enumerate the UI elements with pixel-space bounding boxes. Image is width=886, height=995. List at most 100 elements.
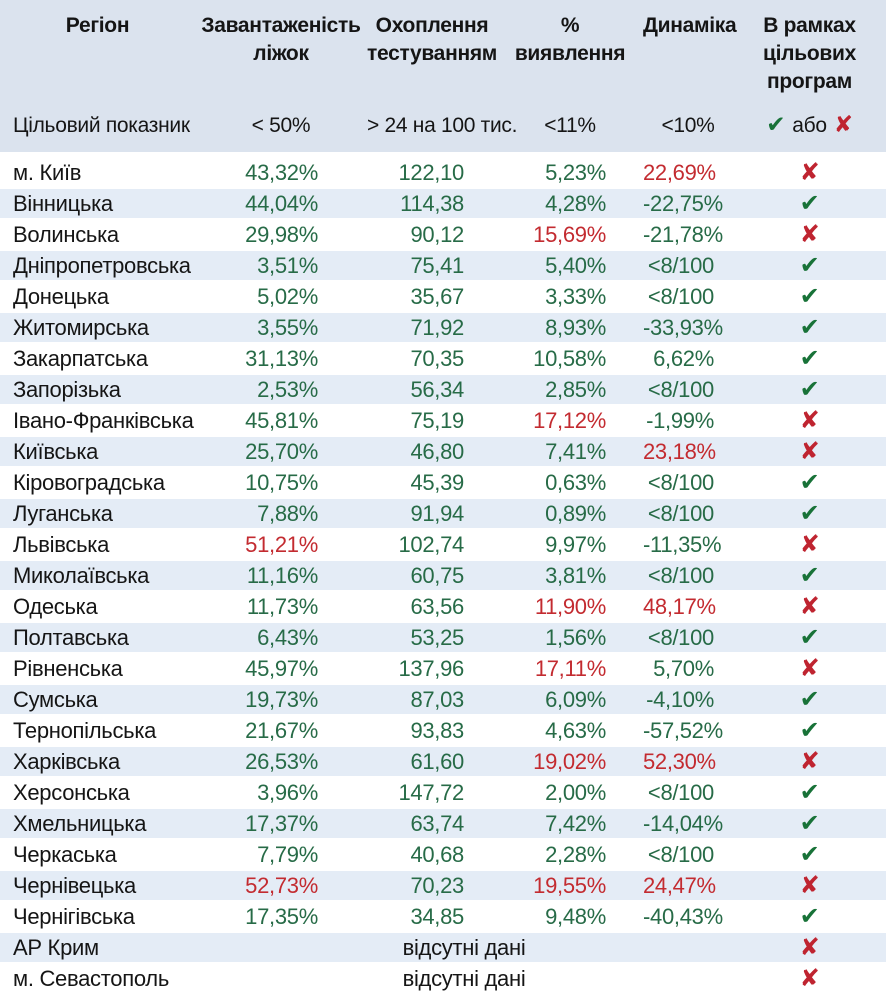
region-name: Чернігівська (0, 901, 195, 933)
region-name: м. Київ (0, 155, 195, 189)
dynamics-value: -21,78% (643, 219, 733, 251)
bed-occupancy-value: 52,73% (195, 870, 367, 902)
testing-coverage-value: 75,19 (367, 405, 497, 437)
detection-rate-value: 7,41% (497, 436, 643, 468)
dynamics-value: -57,52% (643, 715, 733, 747)
status-cell: ✔ (733, 498, 886, 530)
status-cross-icon: ✘ (799, 747, 820, 775)
region-name: Волинська (0, 219, 195, 251)
detection-rate-value: 4,28% (497, 188, 643, 220)
status-check-icon: ✔ (799, 344, 820, 372)
dynamics-value: <8/100 (643, 281, 733, 313)
dynamics-value: 5,70% (643, 653, 733, 685)
detection-rate-value: 2,00% (497, 777, 643, 809)
status-cell: ✘ (733, 870, 886, 902)
status-cell: ✔ (733, 684, 886, 716)
bed-occupancy-value: 21,67% (195, 715, 367, 747)
status-cell: ✘ (733, 529, 886, 561)
detection-rate-value: 15,69% (497, 219, 643, 251)
testing-coverage-value: 35,67 (367, 281, 497, 313)
status-cross-icon: ✘ (799, 530, 820, 558)
status-cell: ✘ (733, 155, 886, 189)
dynamics-value: <8/100 (643, 839, 733, 871)
status-cell: ✔ (733, 560, 886, 592)
dynamics-value: -40,43% (643, 901, 733, 933)
bed-occupancy-value: 7,79% (195, 839, 367, 871)
status-check-icon: ✔ (799, 561, 820, 589)
dynamics-value: 52,30% (643, 746, 733, 778)
status-check-icon: ✔ (799, 902, 820, 930)
table-row: Сумська 19,73% 87,03 6,09% -4,10% ✔ (0, 684, 886, 716)
table-row: Харківська 26,53% 61,60 19,02% 52,30% ✘ (0, 746, 886, 778)
dynamics-value: 22,69% (643, 155, 733, 189)
table-row: Запорізька 2,53% 56,34 2,85% <8/100 ✔ (0, 374, 886, 406)
bed-occupancy-value: 2,53% (195, 374, 367, 406)
status-check-icon: ✔ (799, 282, 820, 310)
testing-coverage-value: 137,96 (367, 653, 497, 685)
status-check-icon: ✔ (799, 685, 820, 713)
bed-occupancy-value: 7,88% (195, 498, 367, 530)
testing-coverage-value: 63,56 (367, 591, 497, 623)
col-header-bed-occupancy: Завантаженість ліжок (195, 0, 367, 102)
bed-occupancy-value: 11,16% (195, 560, 367, 592)
testing-coverage-value: 122,10 (367, 155, 497, 189)
dynamics-value: 6,62% (643, 343, 733, 375)
bed-occupancy-value: 3,51% (195, 250, 367, 282)
table-row: Івано-Франківська 45,81% 75,19 17,12% -1,99%… (0, 405, 886, 437)
dynamics-value: <8/100 (643, 777, 733, 809)
testing-coverage-value: 40,68 (367, 839, 497, 871)
region-name: Одеська (0, 591, 195, 623)
detection-rate-value: 0,89% (497, 498, 643, 530)
detection-rate-value: 7,42% (497, 808, 643, 840)
bed-occupancy-value: 45,97% (195, 653, 367, 685)
target-detection-rate: <11% (497, 102, 643, 158)
status-cell: ✘ (733, 436, 886, 468)
status-cross-icon: ✘ (799, 654, 820, 682)
status-cell: ✔ (733, 250, 886, 282)
detection-rate-value: 9,97% (497, 529, 643, 561)
bed-occupancy-value: 5,02% (195, 281, 367, 313)
status-cell: ✔ (733, 901, 886, 933)
testing-coverage-value: 34,85 (367, 901, 497, 933)
testing-coverage-value: 53,25 (367, 622, 497, 654)
cross-icon: ✘ (833, 111, 853, 138)
dynamics-value: <8/100 (643, 622, 733, 654)
detection-rate-value: 11,90% (497, 591, 643, 623)
detection-rate-value: 17,11% (497, 653, 643, 685)
region-name: Донецька (0, 281, 195, 313)
region-name: Вінницька (0, 188, 195, 220)
status-cross-icon: ✘ (799, 437, 820, 465)
region-name: Закарпатська (0, 343, 195, 375)
status-cross-icon: ✘ (799, 933, 820, 961)
status-cell: ✘ (733, 405, 886, 437)
table-body: м. Київ 43,32% 122,10 5,23% 22,69% ✘ Вінницька… (0, 155, 886, 995)
testing-coverage-value: 70,23 (367, 870, 497, 902)
status-check-icon: ✔ (799, 313, 820, 341)
status-cell: ✔ (733, 839, 886, 871)
detection-rate-value: 5,40% (497, 250, 643, 282)
detection-rate-value: 10,58% (497, 343, 643, 375)
target-dynamics: <10% (643, 102, 733, 158)
dynamics-value: -22,75% (643, 188, 733, 220)
dynamics-value: 23,18% (643, 436, 733, 468)
bed-occupancy-value: 3,55% (195, 312, 367, 344)
status-cell: ✔ (733, 715, 886, 747)
dynamics-value: -33,93% (643, 312, 733, 344)
detection-rate-value: 8,93% (497, 312, 643, 344)
region-name: Харківська (0, 746, 195, 778)
status-check-icon: ✔ (799, 375, 820, 403)
testing-coverage-value: 75,41 (367, 250, 497, 282)
table-row: Черкаська 7,79% 40,68 2,28% <8/100 ✔ (0, 839, 886, 871)
bed-occupancy-value: 25,70% (195, 436, 367, 468)
detection-rate-value: 6,09% (497, 684, 643, 716)
detection-rate-value: 3,81% (497, 560, 643, 592)
region-name: Київська (0, 436, 195, 468)
testing-coverage-value: 71,92 (367, 312, 497, 344)
table-row: Вінницька 44,04% 114,38 4,28% -22,75% ✔ (0, 188, 886, 220)
dynamics-value: <8/100 (643, 374, 733, 406)
region-name: Тернопільська (0, 715, 195, 747)
detection-rate-value: 2,28% (497, 839, 643, 871)
region-name: Житомирська (0, 312, 195, 344)
detection-rate-value: 9,48% (497, 901, 643, 933)
status-cell: ✔ (733, 374, 886, 406)
